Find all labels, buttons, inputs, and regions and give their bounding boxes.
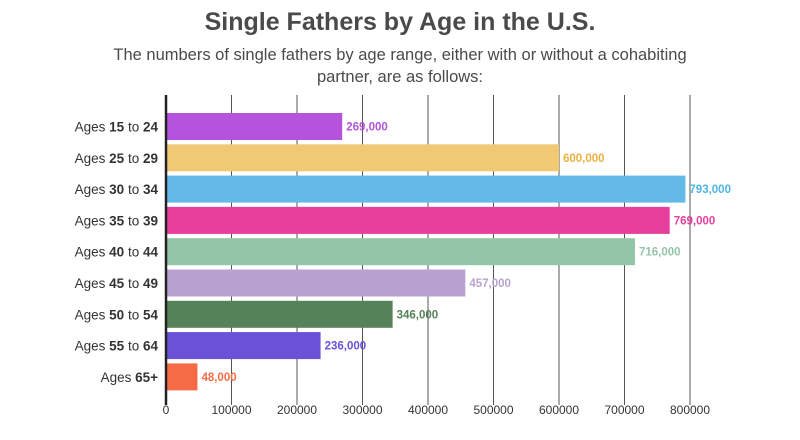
bar <box>167 300 393 328</box>
category-label: Ages 35 to 39 <box>75 213 158 228</box>
category-label: Ages 30 to 34 <box>75 182 159 197</box>
category-label: Ages 40 to 44 <box>75 245 159 260</box>
category-label: Ages 25 to 29 <box>75 151 158 166</box>
bar <box>167 238 635 266</box>
bar <box>167 175 686 203</box>
category-label: Ages 15 to 24 <box>75 120 159 135</box>
x-tick-label: 500000 <box>473 403 513 417</box>
category-label: Ages 50 to 54 <box>75 307 159 322</box>
bar <box>167 206 670 234</box>
category-label: Ages 65+ <box>101 370 159 385</box>
x-tick-label: 600000 <box>539 403 579 417</box>
value-label: 269,000 <box>346 122 388 134</box>
value-label: 48,000 <box>201 372 236 384</box>
value-label: 769,000 <box>674 215 716 227</box>
x-tick-label: 300000 <box>342 403 382 417</box>
category-label: Ages 55 to 64 <box>75 339 159 354</box>
bar <box>167 363 198 391</box>
bar <box>167 269 466 297</box>
x-tick-label: 200000 <box>277 403 317 417</box>
value-label: 346,000 <box>397 309 439 321</box>
bar <box>167 332 321 360</box>
value-label: 716,000 <box>639 247 681 259</box>
bar <box>167 144 559 172</box>
chart-subtitle: The numbers of single fathers by age ran… <box>113 46 687 86</box>
x-tick-label: 100000 <box>211 403 251 417</box>
x-tick-label: 700000 <box>604 403 644 417</box>
value-label: 236,000 <box>325 341 367 353</box>
x-tick-label: 0 <box>163 403 170 417</box>
x-tick-label: 400000 <box>408 403 448 417</box>
category-label: Ages 45 to 49 <box>75 276 158 291</box>
value-label: 793,000 <box>689 184 731 196</box>
bar <box>167 113 343 140</box>
chart-title: Single Fathers by Age in the U.S. <box>204 8 596 36</box>
value-label: 457,000 <box>469 278 511 290</box>
x-tick-label: 800000 <box>670 403 710 417</box>
value-label: 600,000 <box>563 153 605 165</box>
